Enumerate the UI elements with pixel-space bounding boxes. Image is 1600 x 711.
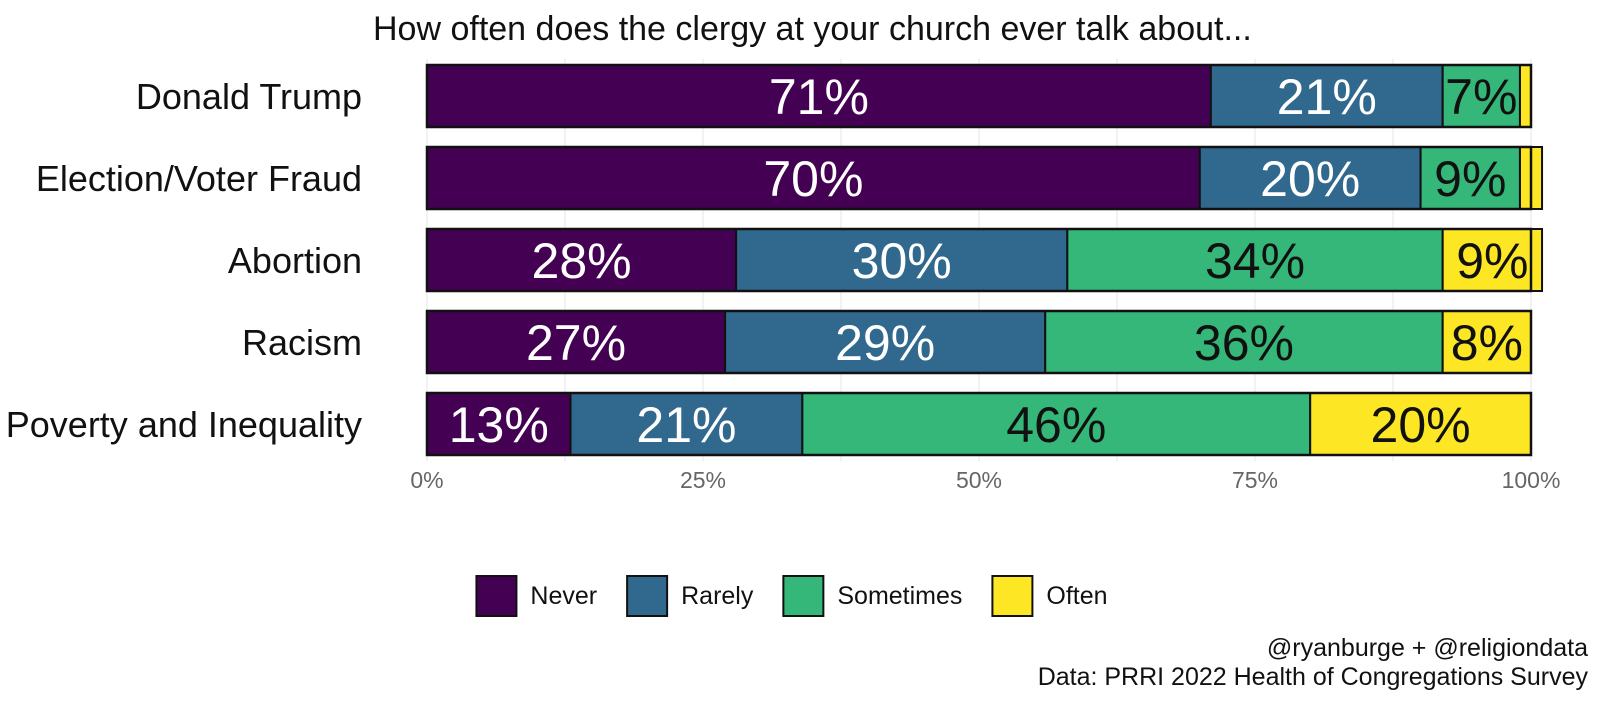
bar-segment-never (426, 392, 572, 456)
category-label: Election/Voter Fraud (36, 158, 362, 199)
bar-segment-rarely (1198, 146, 1422, 210)
category-labels: Donald Trump Election/Voter Fraud Abortion… (6, 76, 362, 445)
x-tick-label: 0% (410, 467, 443, 493)
legend-label: Sometimes (837, 582, 962, 610)
bar-outline (425, 227, 1533, 293)
data-label: 9% (1434, 151, 1506, 207)
data-label: 27% (526, 315, 626, 371)
bar-segment-rarely (724, 310, 1047, 374)
bar-outline (425, 63, 1533, 129)
bars: 71% 21% 7% 70% 20% 9% 28% 30% 34% 9% 27% 29% 36% 8% 13… (425, 63, 1544, 457)
x-tick-label: 100% (1502, 467, 1561, 493)
x-tick-label: 25% (680, 467, 726, 493)
data-label: 36% (1194, 315, 1294, 371)
legend-swatch-never (475, 575, 518, 617)
data-label: 9% (1456, 233, 1528, 289)
x-tick-label: 75% (1232, 467, 1278, 493)
data-label: 71% (769, 69, 869, 125)
bar-segment-never (426, 146, 1201, 210)
data-label: 8% (1451, 315, 1523, 371)
chart-title: How often does the clergy at your church… (373, 10, 1252, 48)
data-label: 20% (1260, 151, 1360, 207)
data-label: 29% (835, 315, 935, 371)
bar-outline (425, 145, 1533, 211)
legend-swatch-often (991, 575, 1034, 617)
bar-segment-often (1518, 64, 1532, 128)
bar-segment-rarely (735, 228, 1069, 292)
x-axis-ticks: 0% 25% 50% 75% 100% (410, 467, 1560, 493)
data-label: 21% (636, 397, 736, 453)
legend-label: Rarely (681, 582, 754, 610)
legend-label: Often (1046, 582, 1107, 610)
data-label: 34% (1205, 233, 1305, 289)
data-label: 13% (449, 397, 549, 453)
data-label: 70% (763, 151, 863, 207)
bar-segment-sometimes (1419, 146, 1521, 210)
caption-author: @ryanburge + @religiondata (1267, 634, 1588, 662)
bar-segment-sometimes (801, 392, 1312, 456)
caption-source: Data: PRRI 2022 Health of Congregations … (1038, 663, 1589, 691)
x-tick-label: 50% (956, 467, 1002, 493)
bar-segment-never (426, 310, 727, 374)
bar-outline (425, 391, 1533, 457)
bar-segment-rarely (569, 392, 804, 456)
data-label: 28% (532, 233, 632, 289)
bar-segment-often (1441, 310, 1533, 374)
data-label: 30% (852, 233, 952, 289)
category-label: Poverty and Inequality (6, 404, 362, 445)
legend-label: Never (530, 582, 597, 610)
bar-outline (425, 309, 1533, 375)
legend-swatch-rarely (626, 575, 669, 617)
category-label: Racism (242, 322, 362, 363)
bar-segment-sometimes (1066, 228, 1444, 292)
data-label: 46% (1006, 397, 1106, 453)
category-label: Donald Trump (136, 76, 362, 117)
bar-segment-sometimes (1044, 310, 1444, 374)
data-label: 20% (1371, 397, 1471, 453)
data-label: 21% (1277, 69, 1377, 125)
category-label: Abortion (228, 240, 362, 281)
legend-swatch-sometimes (782, 575, 825, 617)
data-label: 7% (1445, 69, 1517, 125)
legend: Never Rarely Sometimes Often (475, 575, 1108, 617)
